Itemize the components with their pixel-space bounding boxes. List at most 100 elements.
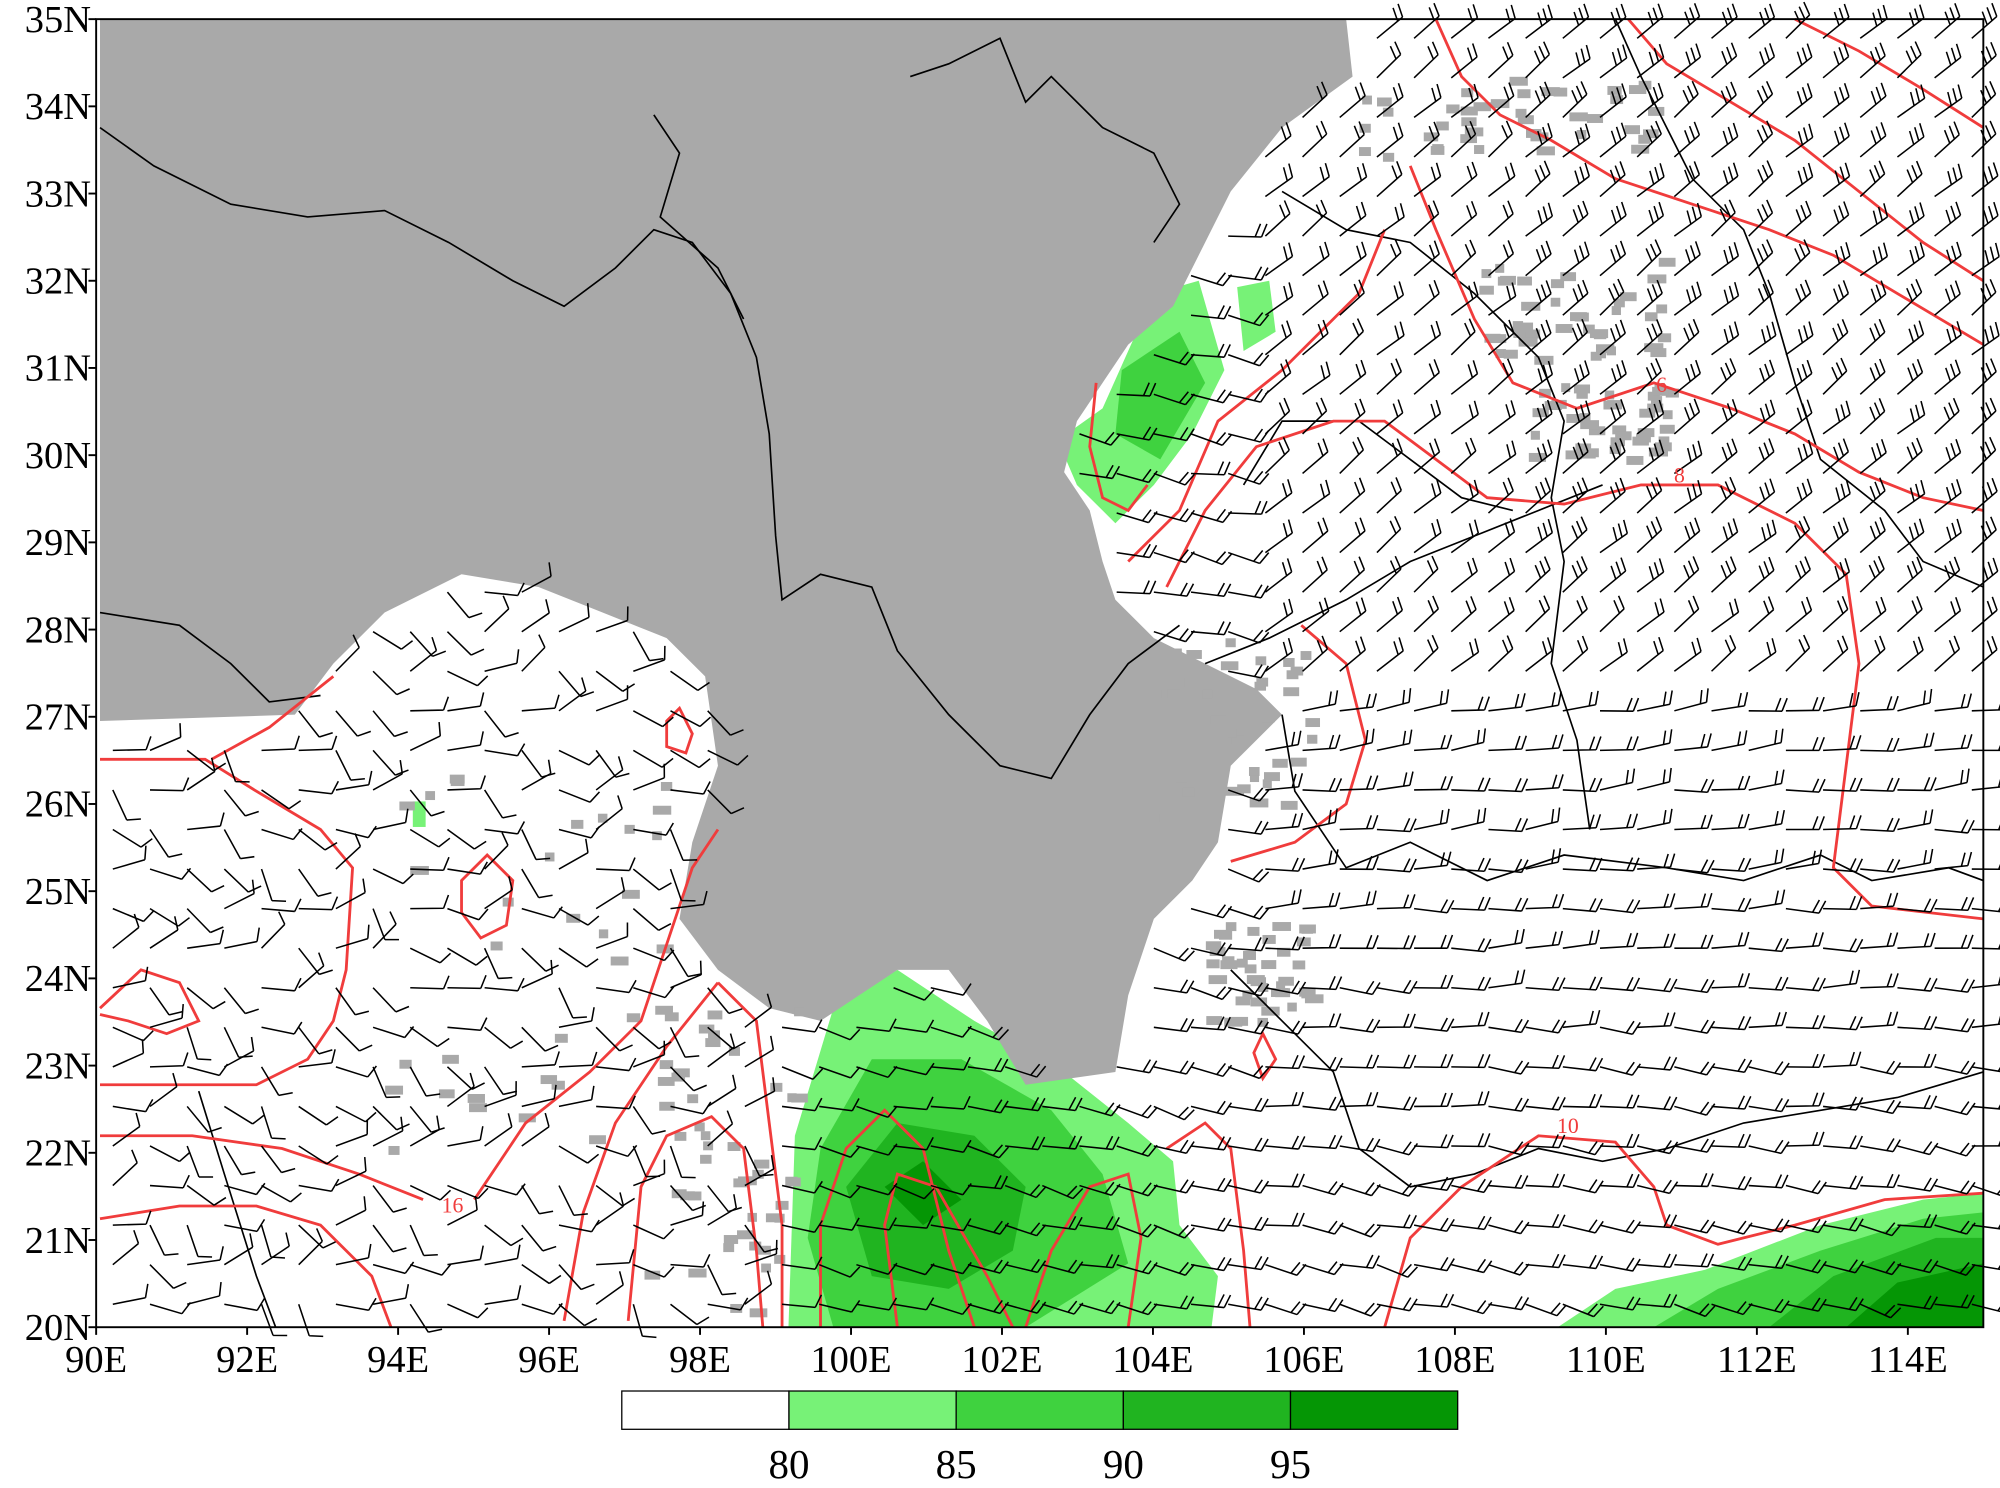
contour <box>1024 1172 1143 1328</box>
wind-barb <box>1748 3 1776 39</box>
wind-barb <box>335 1243 372 1266</box>
wind-barb <box>1376 477 1402 514</box>
wind-barb <box>446 1066 485 1091</box>
wind-barb <box>1711 3 1738 39</box>
wind-barb <box>261 789 302 810</box>
wind-barb <box>1711 518 1739 554</box>
speckle <box>1588 426 1606 436</box>
wind-barb <box>1823 1135 1864 1150</box>
wind-barb <box>1413 1217 1455 1232</box>
wind-barb <box>1413 808 1450 831</box>
speckle <box>1637 428 1655 438</box>
speckle <box>1569 112 1588 122</box>
wind-barb <box>484 1183 526 1196</box>
wind-barb <box>1339 163 1368 198</box>
wind-barb <box>1562 200 1589 237</box>
wind-barb <box>261 1021 303 1035</box>
y-tick-label: 34N <box>25 86 91 128</box>
wind-barb <box>1079 464 1121 480</box>
wind-barb <box>1674 934 1714 949</box>
wind-barb <box>187 929 225 949</box>
wind-barb <box>1190 1257 1232 1272</box>
wind-barb <box>1673 398 1701 435</box>
wind-barb <box>1413 689 1450 712</box>
speckle <box>1566 414 1581 423</box>
speckle <box>1580 449 1596 459</box>
wind-barb <box>1785 162 1814 198</box>
wind-barb <box>1636 201 1665 237</box>
wind-barb <box>187 1246 224 1266</box>
speckle <box>1186 650 1202 659</box>
wind-barb <box>335 1196 367 1226</box>
colorbar-label: 85 <box>936 1442 977 1487</box>
wind-barb <box>1562 736 1602 752</box>
wind-barb <box>1302 1056 1343 1072</box>
wind-barb <box>1414 934 1454 949</box>
wind-barb <box>1674 859 1715 874</box>
wind-barb <box>967 1259 1009 1274</box>
wind-barb <box>1450 557 1478 593</box>
speckle <box>544 852 555 862</box>
speckle <box>1610 95 1624 105</box>
wind-barb <box>1562 318 1589 356</box>
speckle <box>1560 272 1577 282</box>
wind-barb <box>1860 932 1899 949</box>
wind-barb <box>112 1099 154 1113</box>
wind-barb <box>335 1120 369 1147</box>
wind-barb <box>335 878 366 910</box>
speckle <box>540 1075 558 1085</box>
wind-barb <box>298 735 338 752</box>
wind-barb <box>1004 1258 1047 1274</box>
speckle <box>621 889 640 899</box>
speckle <box>1532 408 1549 418</box>
wind-barb <box>893 1215 934 1229</box>
wind-barb <box>633 1040 666 1068</box>
speckle <box>1261 960 1277 970</box>
speckle <box>589 1135 606 1145</box>
wind-barb <box>1562 1057 1604 1072</box>
wind-barb <box>1785 899 1827 914</box>
wind-barb <box>1487 635 1514 672</box>
speckle <box>442 1054 459 1064</box>
wind-barb <box>1971 477 1998 514</box>
wind-barb <box>1228 1097 1269 1113</box>
wind-barb <box>1525 4 1553 39</box>
wind-barb <box>1376 516 1402 554</box>
wind-barb <box>1562 400 1591 435</box>
speckle <box>1254 681 1267 691</box>
wind-barb <box>1265 812 1304 831</box>
wind-barb <box>1823 895 1863 911</box>
border <box>99 611 321 703</box>
colorbar-swatch <box>1289 1390 1459 1430</box>
speckle <box>1272 922 1291 931</box>
wind-barb <box>1934 768 1970 791</box>
wind-barb <box>930 1261 972 1275</box>
wind-barb <box>1339 934 1379 950</box>
speckle <box>1662 410 1673 420</box>
speckle <box>624 824 635 834</box>
speckle <box>1446 104 1460 114</box>
wind-barb <box>1785 516 1811 554</box>
wind-barb <box>1525 1134 1566 1149</box>
wind-barb <box>1116 580 1157 595</box>
speckle <box>1255 656 1267 666</box>
wind-barb <box>521 1185 554 1215</box>
contour-label: 10 <box>1557 1114 1579 1138</box>
wind-barb <box>1636 399 1665 435</box>
wind-barb <box>1897 977 1938 992</box>
wind-barb <box>1711 692 1749 712</box>
wind-barb <box>1637 729 1673 752</box>
wind-barb <box>1376 1054 1417 1069</box>
wind-barb <box>1414 1134 1454 1149</box>
wind-barb <box>1525 160 1551 198</box>
wind-barb <box>1748 120 1774 158</box>
wind-barb <box>1450 120 1477 158</box>
wind-barb <box>1079 1216 1120 1231</box>
wind-barb <box>967 1220 1010 1235</box>
wind-barb <box>298 780 340 795</box>
wind-barb <box>1711 634 1737 672</box>
wind-barb <box>632 908 672 931</box>
wind-barb <box>260 911 286 949</box>
wind-barb <box>1116 1301 1158 1316</box>
colorbar-swatch <box>1122 1390 1292 1430</box>
